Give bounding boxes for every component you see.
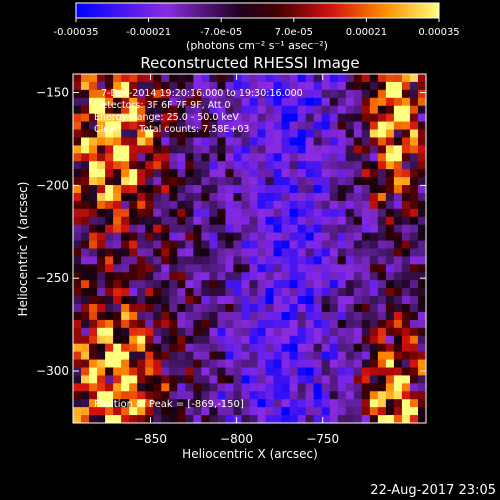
timestamp: 22-Aug-2017 23:05 [370, 483, 496, 498]
colorbar-tick-label: -0.00035 [54, 27, 99, 38]
x-axis: −850 −800 −750 [134, 74, 339, 446]
annotation-energy-range: Energy Range: 25.0 - 50.0 keV [94, 112, 239, 123]
y-tick-label: −200 [36, 178, 69, 192]
colorbar-unit-label: (photons cm⁻² s⁻¹ asec⁻²) [186, 39, 328, 52]
x-tick-label: −850 [134, 432, 167, 446]
y-tick-label: −150 [36, 86, 69, 100]
annotation-clean-counts: Clean Total counts: 7.58E+03 [94, 124, 249, 135]
colorbar-tick-label: 0.00035 [418, 27, 459, 38]
heatmap-image [73, 74, 426, 423]
x-tick-label: −750 [306, 432, 339, 446]
peak-position-label: Position of Peak = [-869,-150] [94, 399, 244, 410]
y-axis-label: Heliocentric Y (arcsec) [16, 182, 30, 317]
annotation-block: 7-Dec-2014 19:20:16.000 to 19:30:16.000 … [94, 88, 303, 135]
y-axis: −150 −200 −250 −300 [36, 86, 426, 378]
annotation-time-range: 7-Dec-2014 19:20:16.000 to 19:30:16.000 [101, 88, 303, 99]
x-tick-label: −800 [220, 432, 253, 446]
colorbar-tick-label: 0.00021 [346, 27, 387, 38]
y-tick-label: −300 [36, 364, 69, 378]
colorbar-tick-label: -7.0e-05 [200, 27, 242, 38]
colorbar-tick-label: 7.0e-05 [275, 27, 313, 38]
colorbar [75, 2, 440, 19]
chart-title: Reconstructed RHESSI Image [140, 54, 359, 72]
colorbar-ticks: -0.00035 -0.00021 -7.0e-05 7.0e-05 0.00021 0.… [54, 18, 460, 38]
x-axis-label: Heliocentric X (arcsec) [182, 447, 318, 461]
colorbar-tick-label: -0.00021 [126, 27, 171, 38]
annotation-detectors: Detectors: 3F 6F 7F 9F, Att 0 [94, 100, 231, 111]
plot-frame [72, 73, 427, 424]
y-tick-label: −250 [36, 271, 69, 285]
